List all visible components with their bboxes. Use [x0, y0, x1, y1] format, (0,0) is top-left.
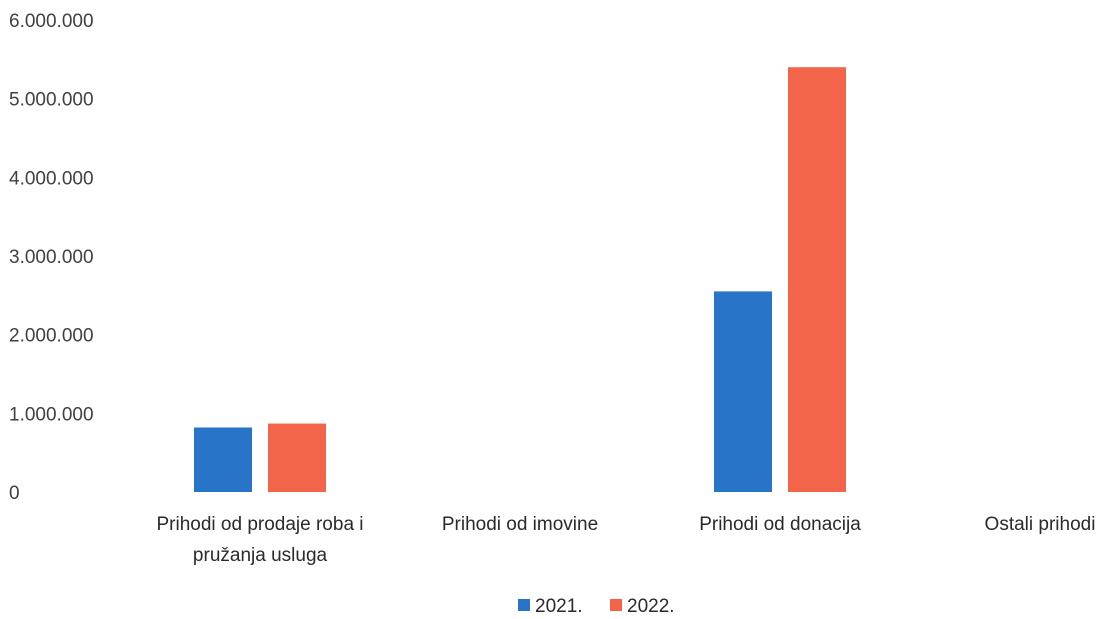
x-axis: Prihodi od prodaje roba i pružanja usluga…	[156, 514, 1095, 566]
bar-2021-2	[714, 291, 772, 492]
y-tick-label: 3.000.000	[9, 247, 94, 268]
y-tick-label: 6.000.000	[9, 11, 94, 32]
category-label: Prihodi od prodaje roba i	[156, 514, 363, 535]
bar-2022-2	[788, 67, 846, 492]
legend-label: 2022.	[627, 596, 675, 617]
bar-2021-0	[194, 427, 252, 492]
y-tick-label: 2.000.000	[9, 326, 94, 347]
legend-swatch	[610, 599, 622, 611]
y-tick-label: 5.000.000	[9, 90, 94, 111]
bar-2022-0	[268, 423, 326, 492]
y-tick-label: 0	[9, 483, 20, 504]
category-label: Ostali prihodi	[985, 514, 1096, 535]
category-label: pružanja usluga	[193, 545, 328, 566]
legend: 2021. 2022.	[518, 596, 675, 617]
category-label: Prihodi od imovine	[442, 514, 598, 535]
category-label: Prihodi od donacija	[699, 514, 861, 535]
y-tick-label: 4.000.000	[9, 168, 94, 189]
legend-label: 2021.	[535, 596, 583, 617]
legend-swatch	[518, 599, 530, 611]
y-tick-label: 1.000.000	[9, 404, 94, 425]
bars	[194, 67, 846, 492]
y-axis: 0 1.000.000 2.000.000 3.000.000 4.000.000 5.0…	[9, 11, 94, 504]
